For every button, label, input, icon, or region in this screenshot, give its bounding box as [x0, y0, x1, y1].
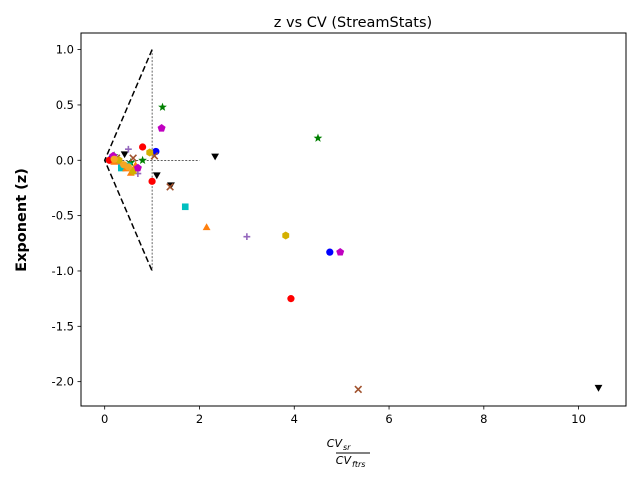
x-tick-label: 0 [101, 412, 108, 426]
point-triangle-down-3-0 [120, 151, 129, 159]
y-tick-label: 1.0 [56, 43, 74, 57]
point-star-2-3 [158, 102, 167, 111]
point-star-2-4 [313, 133, 323, 142]
point-x-4-1 [129, 154, 137, 162]
y-axis-ticks: 1.0 0.5 0.0 -0.5 -1.0 -1.5 -2.0 [52, 43, 81, 389]
point-plus-5-1 [124, 145, 132, 153]
data-points [105, 102, 603, 394]
point-circle-1-1 [139, 143, 147, 151]
y-tick-label: -1.0 [52, 264, 74, 278]
point-square-6-2 [181, 203, 189, 211]
point-circle-10-0 [110, 155, 118, 163]
x-label-numerator: CV [327, 437, 344, 450]
point-triangle-down-3-4 [594, 384, 603, 392]
x-label-denominator: CV [336, 454, 353, 467]
y-tick-label: -1.5 [52, 319, 74, 333]
point-circle-0-3 [326, 248, 334, 256]
y-tick-label: -0.5 [52, 209, 74, 223]
point-pentagon-9-3 [336, 248, 345, 256]
y-axis-label: Exponent (z) [14, 168, 30, 272]
x-label-denominator-sub: ftrs [352, 460, 365, 469]
x-tick-label: 8 [480, 412, 487, 426]
point-x-4-4 [354, 385, 363, 394]
point-circle-1-3 [287, 295, 295, 303]
point-pentagon-9-2 [157, 124, 166, 132]
point-star-2-1 [126, 157, 136, 167]
point-triangle-up-7-4 [202, 223, 211, 231]
point-circle-10-2 [124, 163, 132, 171]
point-triangle-down-3-3 [211, 153, 219, 161]
chart-title: z vs CV (StreamStats) [274, 15, 432, 31]
x-axis-label: CV sr CV ftrs [327, 437, 370, 469]
x-tick-label: 6 [385, 412, 392, 426]
point-hexagon-8-3 [282, 231, 290, 240]
plot-frame [80, 32, 627, 407]
x-tick-label: 2 [196, 412, 203, 426]
point-square-6-0 [117, 164, 125, 172]
x-axis-ticks: 0 2 4 6 8 10 [101, 406, 586, 426]
x-tick-label: 4 [291, 412, 298, 426]
point-triangle-down-3-1 [152, 172, 161, 180]
x-label-numerator-sub: sr [343, 443, 351, 452]
point-x-4-3 [166, 182, 174, 191]
x-tick-label: 10 [571, 412, 586, 426]
y-tick-label: 0.0 [56, 153, 74, 167]
point-plus-5-3 [243, 233, 251, 241]
point-hexagon-8-2 [146, 148, 154, 157]
y-tick-label: -2.0 [52, 375, 74, 389]
point-pentagon-9-1 [133, 163, 142, 172]
point-circle-1-2 [148, 177, 156, 185]
y-tick-label: 0.5 [56, 98, 74, 112]
point-star-2-2 [138, 155, 147, 164]
